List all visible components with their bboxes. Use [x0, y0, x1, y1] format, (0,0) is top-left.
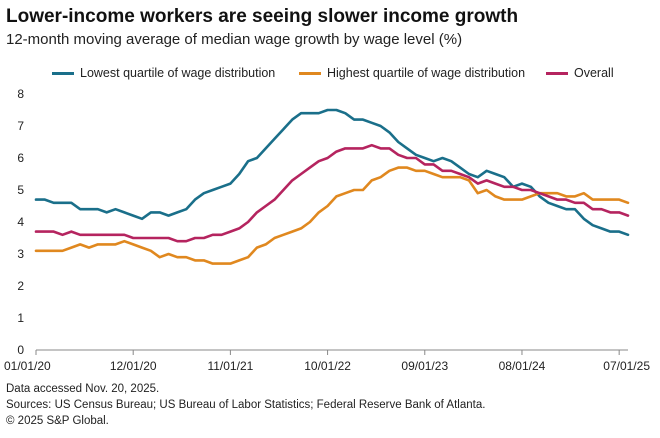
footnote-data-accessed: Data accessed Nov. 20, 2025.	[6, 383, 160, 395]
y-tick-label: 7	[17, 119, 24, 133]
series-line-overall	[34, 143, 630, 243]
y-tick-label: 3	[17, 247, 24, 261]
x-tick-label: 09/01/23	[401, 359, 448, 373]
y-tick-label: 2	[17, 279, 24, 293]
chart-legend: Lowest quartile of wage distribution Hig…	[0, 66, 660, 84]
legend-label-lowest-quartile: Lowest quartile of wage distribution	[80, 66, 276, 80]
legend-label-highest-quartile: Highest quartile of wage distribution	[327, 66, 526, 80]
y-tick-label: 4	[17, 215, 24, 229]
legend-label-overall: Overall	[574, 66, 614, 80]
x-tick-label: 10/01/22	[304, 359, 351, 373]
y-tick-label: 0	[17, 343, 24, 357]
chart-subtitle: 12-month moving average of median wage g…	[6, 31, 463, 48]
legend-item-overall: Overall	[546, 66, 614, 80]
legend-item-lowest-quartile: Lowest quartile of wage distribution	[52, 66, 275, 80]
chart-title: Lower-income workers are seeing slower i…	[6, 6, 519, 27]
x-tick-label: 07/01/25	[603, 359, 650, 373]
x-tick-label: 11/01/21	[207, 359, 253, 373]
y-tick-label: 1	[17, 311, 24, 325]
series-line-lowest-quartile	[34, 108, 630, 237]
legend-swatch-overall	[546, 71, 568, 75]
legend-swatch-highest-quartile	[299, 71, 321, 75]
x-tick-label: 08/01/24	[499, 359, 546, 373]
legend-item-highest-quartile: Highest quartile of wage distribution	[299, 66, 525, 80]
y-tick-label: 6	[17, 151, 24, 165]
y-tick-label: 5	[17, 183, 24, 197]
y-tick-label: 8	[17, 87, 24, 101]
legend-swatch-lowest-quartile	[52, 71, 74, 75]
footnotes: Data accessed Nov. 20, 2025. Sources: US…	[6, 381, 485, 429]
x-tick-label: 12/01/20	[110, 359, 157, 373]
footnote-copyright: © 2025 S&P Global.	[6, 415, 109, 427]
series-line-highest-quartile	[34, 166, 630, 265]
x-tick-label: 01/01/20	[4, 359, 51, 373]
footnote-sources: Sources: US Census Bureau; US Bureau of …	[6, 399, 486, 411]
